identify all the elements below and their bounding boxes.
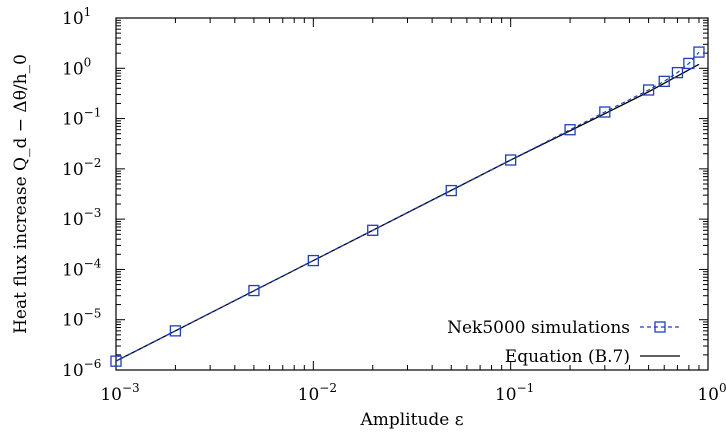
data-point (564, 124, 576, 136)
data-point (683, 57, 695, 70)
tick-marks (115, 18, 708, 371)
data-point (693, 46, 705, 58)
y-tick-label: 10−2 (62, 156, 101, 180)
y-tick-label: 10−3 (62, 206, 101, 230)
y-tick-label: 100 (62, 55, 91, 79)
legend-label: Equation (B.7) (505, 347, 630, 367)
y-tick-label: 10−5 (62, 307, 101, 331)
y-axis-label: Heat flux increase Q_d − Δθ/h_0 (11, 54, 31, 334)
data-point (658, 75, 670, 87)
x-axis-label: Amplitude ε (359, 410, 463, 430)
x-tick-label: 10−1 (495, 381, 534, 405)
y-tick-label: 10−6 (62, 357, 101, 381)
data-point (642, 84, 655, 96)
series-equation-line (115, 63, 700, 362)
y-tick-label: 101 (62, 5, 91, 29)
data-point (169, 325, 182, 337)
x-tick-label: 10−2 (298, 381, 337, 405)
series-layer (110, 46, 705, 367)
data-point (599, 106, 611, 118)
y-tick-label: 10−1 (62, 106, 101, 130)
legend: Nek5000 simulations Equation (B.7) (447, 318, 680, 367)
x-tick-label: 10−3 (100, 381, 139, 405)
data-point (445, 184, 457, 197)
y-tick-labels: 10−6 10−5 10−4 10−3 10−2 10−1 100 101 (62, 5, 102, 381)
series-simulation-line (115, 51, 700, 362)
x-tick-label: 100 (697, 381, 726, 405)
data-point (110, 355, 122, 367)
data-point (505, 154, 517, 166)
legend-marker (654, 321, 666, 333)
data-point (307, 254, 319, 267)
legend-label: Nek5000 simulations (447, 318, 630, 338)
data-point (671, 66, 684, 79)
plot-frame (115, 17, 709, 371)
data-point (248, 284, 260, 297)
x-tick-labels: 10−3 10−2 10−1 100 (100, 381, 726, 405)
data-point (367, 224, 379, 236)
y-tick-label: 10−4 (62, 256, 102, 280)
